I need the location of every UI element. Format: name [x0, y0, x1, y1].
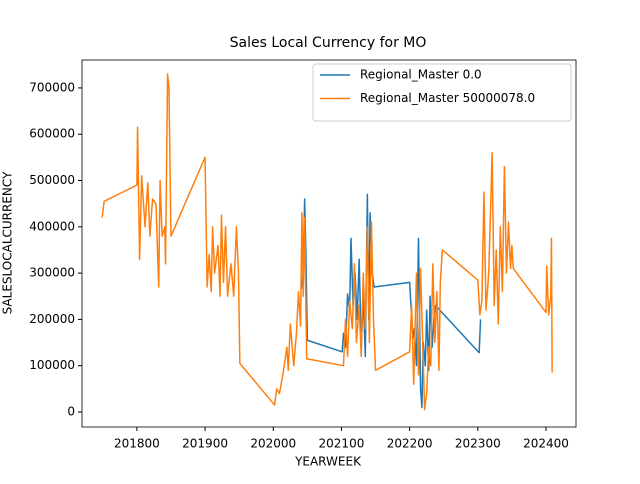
- legend-box: [312, 63, 572, 122]
- legend-label: Regional_Master 50000078.0: [360, 91, 535, 105]
- y-tick-label: 0: [67, 404, 75, 418]
- y-tick-label: 300000: [29, 266, 75, 280]
- y-tick-label: 500000: [29, 173, 75, 187]
- y-axis-label: SALESLOCALCURRENCY: [1, 171, 15, 314]
- x-tick-label: 202100: [319, 437, 365, 451]
- x-axis-label: YEARWEEK: [294, 455, 362, 469]
- x-tick-label: 201900: [182, 437, 228, 451]
- x-tick-label: 202200: [387, 437, 433, 451]
- legend-label: Regional_Master 0.0: [360, 68, 482, 82]
- y-tick-label: 700000: [29, 80, 75, 94]
- x-tick-label: 202400: [523, 437, 569, 451]
- y-tick-label: 100000: [29, 358, 75, 372]
- chart-title: Sales Local Currency for MO: [230, 35, 427, 51]
- y-tick-label: 400000: [29, 219, 75, 233]
- x-tick-label: 202000: [250, 437, 296, 451]
- y-tick-label: 200000: [29, 312, 75, 326]
- x-tick-label: 202300: [455, 437, 501, 451]
- x-tick-label: 201800: [114, 437, 160, 451]
- series-line: [101, 73, 553, 411]
- y-tick-label: 600000: [29, 127, 75, 141]
- plot-frame: [81, 59, 577, 428]
